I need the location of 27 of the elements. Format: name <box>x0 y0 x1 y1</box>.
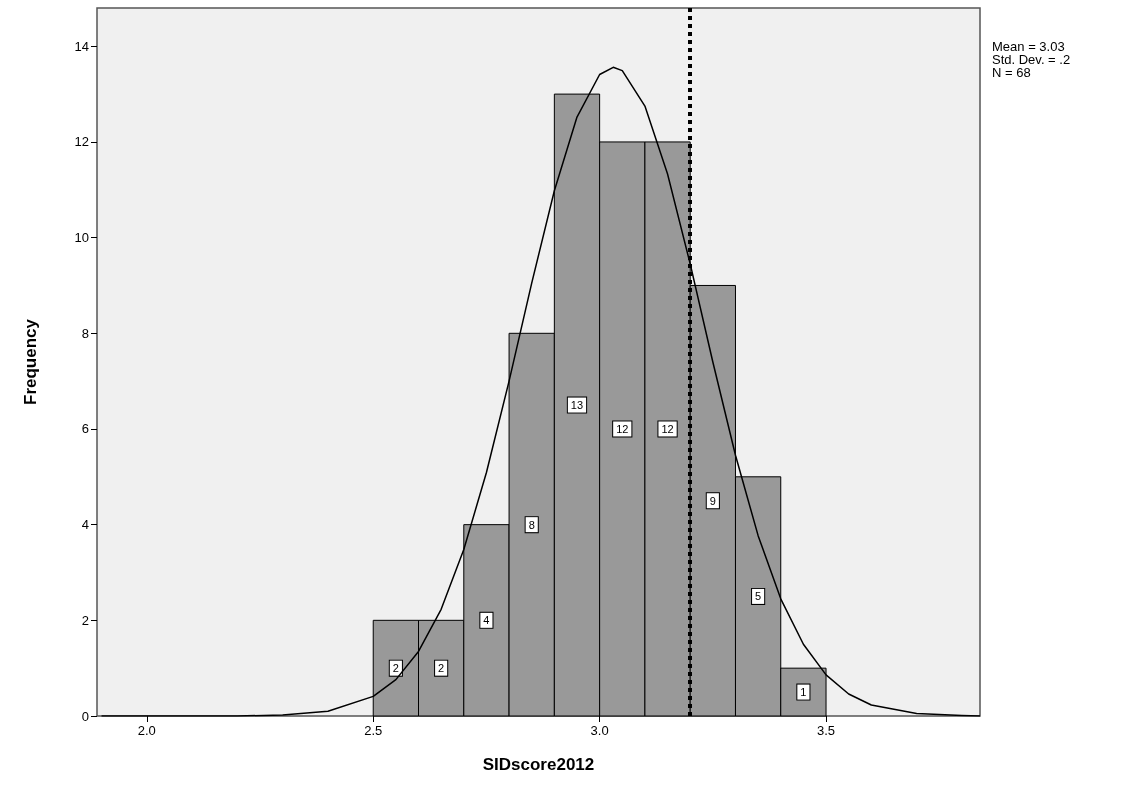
y-tick-label: 0 <box>81 708 89 724</box>
x-tick-label: 2.0 <box>137 723 156 738</box>
x-tick-label: 2.5 <box>364 723 383 738</box>
text: Std. Dev. = .2 <box>992 52 1071 67</box>
data-label: 1 <box>800 686 807 699</box>
y-axis-title: Frequency <box>21 318 40 405</box>
x-axis-title: SIDscore2012 <box>482 755 595 774</box>
x-tick-label: 3.0 <box>590 723 609 738</box>
x-tick-label: 3.5 <box>817 723 836 738</box>
y-tick-label: 6 <box>81 421 89 437</box>
data-label: 12 <box>661 422 674 435</box>
data-label: 5 <box>755 590 762 603</box>
data-label: 4 <box>483 614 490 627</box>
y-tick-label: 12 <box>74 134 89 150</box>
y-tick-label: 4 <box>81 517 89 533</box>
y-tick-label: 8 <box>81 325 89 341</box>
y-tick-label: 14 <box>74 38 89 54</box>
data-label: 13 <box>570 399 584 412</box>
y-tick-label: 2 <box>81 612 89 628</box>
text: Mean = 3.03 <box>992 39 1065 54</box>
data-label: 2 <box>392 662 399 675</box>
data-label: 9 <box>709 494 716 507</box>
data-label: 2 <box>438 662 445 675</box>
data-label: 8 <box>528 518 535 531</box>
data-label: 12 <box>616 422 629 435</box>
y-tick-label: 10 <box>74 230 89 246</box>
text: N = 68 <box>992 65 1031 80</box>
